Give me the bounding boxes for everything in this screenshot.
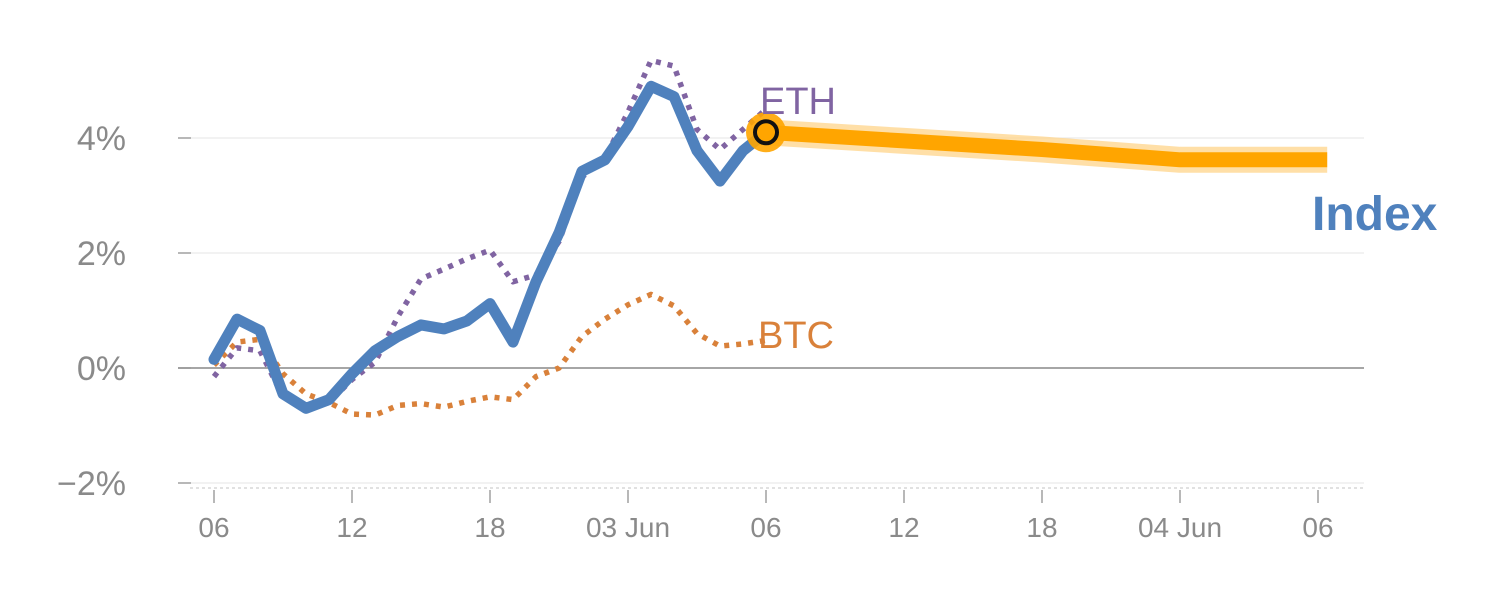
ytick-label: −2% xyxy=(57,465,126,503)
series-lines xyxy=(208,57,1331,418)
eth-series-label: ETH xyxy=(760,81,836,123)
xtick-label: 18 xyxy=(1026,512,1057,543)
marker-point xyxy=(753,119,779,146)
xtick-label: 06 xyxy=(198,512,229,543)
index-series-label: Index xyxy=(1312,188,1438,241)
btc-series-label: BTC xyxy=(758,315,834,357)
xtick-label: 03 Jun xyxy=(586,512,670,543)
chart-labels: ETH BTC Index xyxy=(758,81,1438,357)
xtick-label: 06 xyxy=(750,512,781,543)
xtick-label: 18 xyxy=(474,512,505,543)
axes: −2% 0% 2% 4% 06 12 18 03 Jun 06 12 18 04 Jun 06 xyxy=(57,120,1364,543)
ytick-label: 2% xyxy=(77,235,126,273)
xtick-label: 12 xyxy=(336,512,367,543)
xtick-label: 06 xyxy=(1302,512,1333,543)
grid-lines xyxy=(178,137,1364,484)
current-marker xyxy=(746,112,786,153)
forecast-band xyxy=(765,124,1328,168)
xtick-label: 12 xyxy=(888,512,919,543)
xtick-label: 04 Jun xyxy=(1138,512,1222,543)
index-line xyxy=(208,80,772,414)
ytick-label: 4% xyxy=(77,120,126,158)
ytick-label: 0% xyxy=(77,350,126,388)
